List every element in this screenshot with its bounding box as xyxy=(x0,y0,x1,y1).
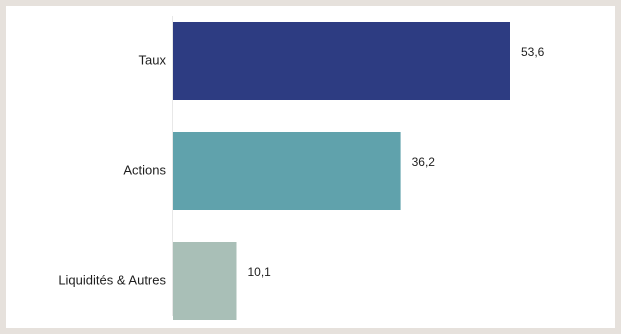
value-label-1: 36,2 xyxy=(412,155,436,169)
category-label-1: Actions xyxy=(123,162,166,177)
chart-frame: Taux 53,6 Actions 36,2 Liquidités & Autres 10… xyxy=(6,6,615,328)
category-label-2: Liquidités & Autres xyxy=(58,272,166,287)
bar-0 xyxy=(173,22,510,100)
category-label-0: Taux xyxy=(139,52,167,67)
value-label-2: 10,1 xyxy=(248,265,272,279)
allocation-bar-chart: Taux 53,6 Actions 36,2 Liquidités & Autres 10… xyxy=(58,16,545,320)
bar-1 xyxy=(173,132,401,210)
bar-2 xyxy=(173,242,237,320)
value-label-0: 53,6 xyxy=(521,45,545,59)
